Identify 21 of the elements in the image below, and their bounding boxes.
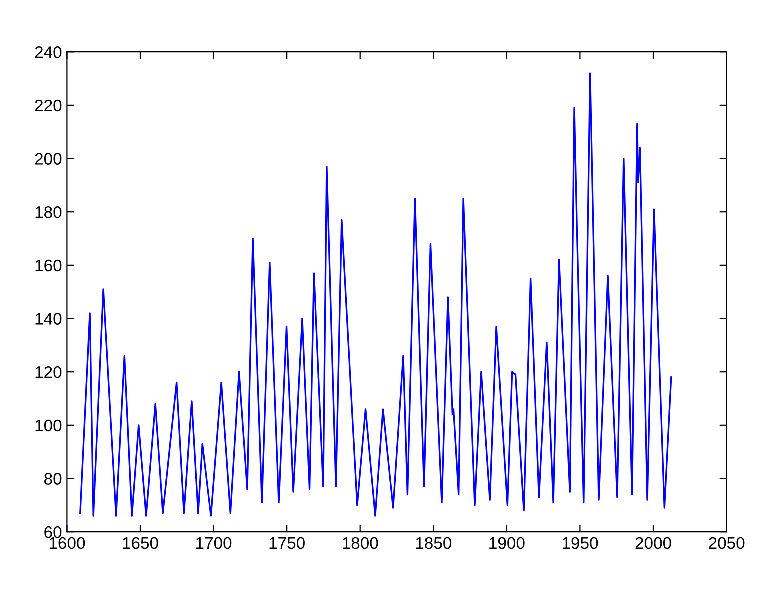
y-tick-label: 180 — [36, 206, 62, 218]
x-tick-label: 1600 — [50, 537, 86, 550]
y-tick-label: 80 — [44, 473, 62, 485]
y-tick-label: 60 — [44, 526, 62, 538]
y-tick-label: 160 — [36, 260, 62, 272]
y-tick-label: 140 — [36, 313, 62, 325]
x-tick-label: 1750 — [270, 537, 305, 550]
x-tick-label: 1850 — [416, 537, 452, 550]
y-tick-label: 200 — [35, 153, 62, 165]
y-tick-label: 120 — [36, 366, 62, 378]
x-tick-label: 1800 — [343, 537, 378, 550]
x-tick-label: 1900 — [490, 537, 525, 550]
y-tick-label: 100 — [36, 420, 62, 432]
x-tick-label: 2050 — [709, 537, 745, 550]
x-tick-label: 1950 — [562, 537, 598, 550]
y-tick-label: 220 — [35, 100, 62, 112]
y-tick-label: 240 — [35, 46, 62, 58]
line-series — [80, 72, 672, 517]
x-tick-label: 2000 — [636, 537, 672, 550]
x-tick-label: 1650 — [123, 537, 158, 550]
x-tick-label: 1700 — [196, 537, 232, 550]
